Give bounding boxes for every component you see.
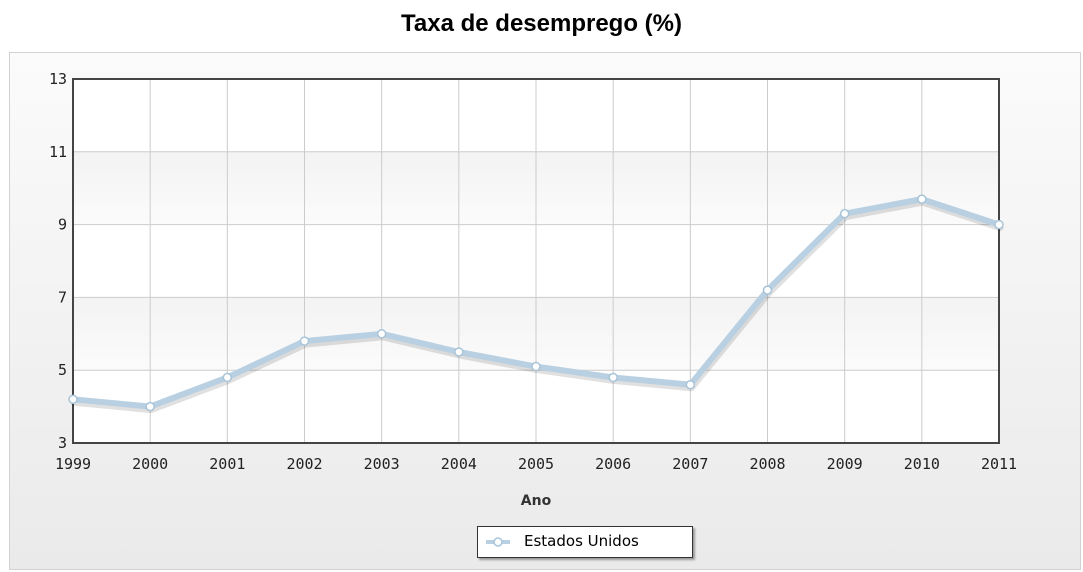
x-axis-ticks: 1999 2000 2001 2002 2003 2004 2005 2006 2007 2008… bbox=[55, 455, 1017, 473]
x-tick-label: 2008 bbox=[749, 455, 785, 473]
plot-frame bbox=[72, 78, 1000, 444]
data-point bbox=[454, 347, 464, 357]
data-point bbox=[299, 336, 310, 346]
x-tick-label: 2010 bbox=[904, 455, 940, 473]
x-tick-label: 2007 bbox=[672, 455, 708, 473]
y-tick-label: 11 bbox=[49, 143, 67, 161]
x-tick-label: 2005 bbox=[518, 455, 554, 473]
series-layer bbox=[68, 194, 1004, 414]
data-point bbox=[68, 394, 78, 405]
data-point bbox=[145, 401, 155, 412]
x-axis-label: Ano bbox=[521, 493, 552, 509]
x-tick-label: 2002 bbox=[286, 455, 322, 473]
x-tick-label: 2001 bbox=[209, 455, 245, 473]
x-tick-label: 2003 bbox=[364, 455, 400, 473]
data-point bbox=[917, 194, 927, 204]
data-point bbox=[839, 208, 850, 219]
y-tick-label: 3 bbox=[58, 434, 67, 452]
data-point bbox=[608, 372, 618, 383]
data-point bbox=[376, 329, 387, 339]
data-point bbox=[762, 285, 773, 295]
legend-marker-icon bbox=[486, 537, 510, 547]
data-point bbox=[685, 380, 696, 390]
data-point bbox=[994, 219, 1004, 230]
x-tick-label: 2004 bbox=[441, 455, 477, 473]
data-point bbox=[222, 372, 233, 383]
y-tick-label: 9 bbox=[58, 216, 67, 234]
legend-label-estados-unidos: Estados Unidos bbox=[524, 532, 639, 550]
y-tick-label: 7 bbox=[58, 288, 67, 306]
y-axis-ticks: 3 5 7 9 11 13 bbox=[49, 70, 67, 452]
x-tick-label: 1999 bbox=[55, 455, 91, 473]
x-tick-label: 2011 bbox=[981, 455, 1017, 473]
x-tick-label: 2000 bbox=[132, 455, 168, 473]
chart-title: Taxa de desemprego (%) bbox=[401, 10, 682, 37]
x-tick-label: 2006 bbox=[595, 455, 631, 473]
data-point bbox=[531, 361, 541, 372]
x-tick-label: 2009 bbox=[827, 455, 863, 473]
y-tick-label: 5 bbox=[58, 361, 67, 379]
y-tick-label: 13 bbox=[49, 70, 67, 88]
legend[interactable]: Estados Unidos bbox=[477, 526, 693, 558]
